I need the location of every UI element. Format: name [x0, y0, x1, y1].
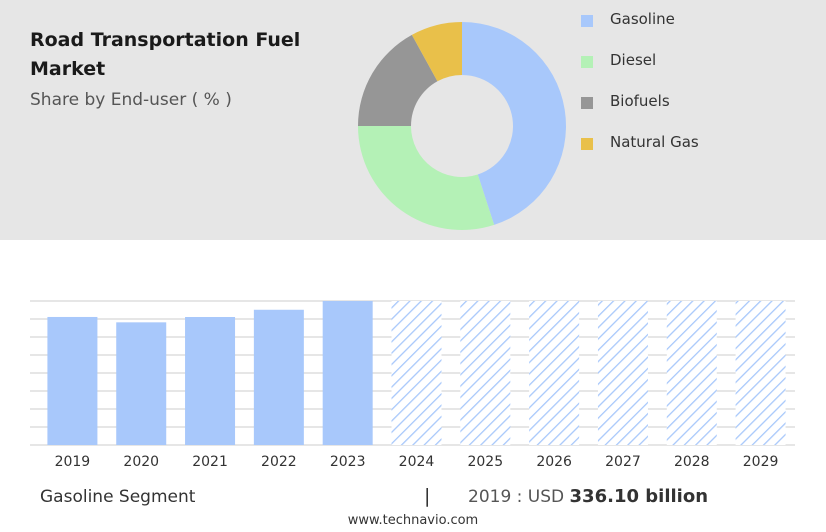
bar-2023 — [322, 301, 373, 445]
bar-chart: 2019 2020 2021 2022 2023 2024 2025 2026 2027 2028… — [30, 300, 795, 470]
footer-separator: | — [424, 485, 431, 507]
x-tick-label: 2022 — [261, 454, 297, 470]
donut-slice-natural-gas — [411, 22, 462, 82]
x-tick-label: 2027 — [605, 454, 641, 470]
bar-2024 — [391, 301, 442, 445]
legend-label: Diesel — [610, 51, 657, 69]
chart-title: Road Transportation Fuel Market — [30, 29, 301, 80]
x-tick-label: 2021 — [192, 454, 228, 470]
bar-2019 — [47, 316, 98, 445]
bar-2027 — [597, 301, 648, 445]
x-tick-label: 2025 — [467, 454, 503, 470]
segment-value-amount: 336.10 billion — [569, 486, 709, 507]
x-tick-label: 2019 — [55, 454, 91, 470]
x-tick-label: 2024 — [399, 454, 435, 470]
legend-label: Biofuels — [610, 92, 670, 110]
website-link[interactable]: www.technavio.com — [347, 513, 479, 528]
segment-label: Gasoline Segment — [40, 487, 196, 507]
bar-2021 — [185, 317, 236, 445]
bar-2029 — [735, 301, 786, 445]
donut-chart — [358, 22, 566, 231]
bar-2022 — [253, 309, 304, 445]
donut-slice-gasoline — [462, 22, 566, 225]
x-tick-label: 2028 — [674, 454, 710, 470]
legend-swatch-gasoline — [581, 15, 593, 27]
x-tick-label: 2020 — [123, 454, 159, 470]
legend-swatch-biofuels — [581, 97, 593, 109]
bar-2025 — [460, 301, 511, 445]
bar-2026 — [529, 301, 580, 445]
legend-label: Gasoline — [610, 10, 675, 28]
bar-2028 — [666, 301, 717, 445]
legend-swatch-natural-gas — [581, 138, 593, 150]
donut-slice-biofuels — [358, 34, 438, 126]
legend-swatch-diesel — [581, 56, 593, 68]
chart-subtitle: Share by End-user ( % ) — [30, 90, 232, 110]
x-tick-label: 2026 — [536, 454, 572, 470]
segment-value-prefix: 2019 : USD — [468, 487, 565, 507]
donut-slice-diesel — [358, 126, 495, 231]
segment-value: 2019 : USD 336.10 billion — [468, 486, 708, 507]
legend-label: Natural Gas — [610, 133, 699, 151]
x-tick-label: 2029 — [743, 454, 779, 470]
x-tick-label: 2023 — [330, 454, 366, 470]
bar-2020 — [116, 322, 167, 445]
